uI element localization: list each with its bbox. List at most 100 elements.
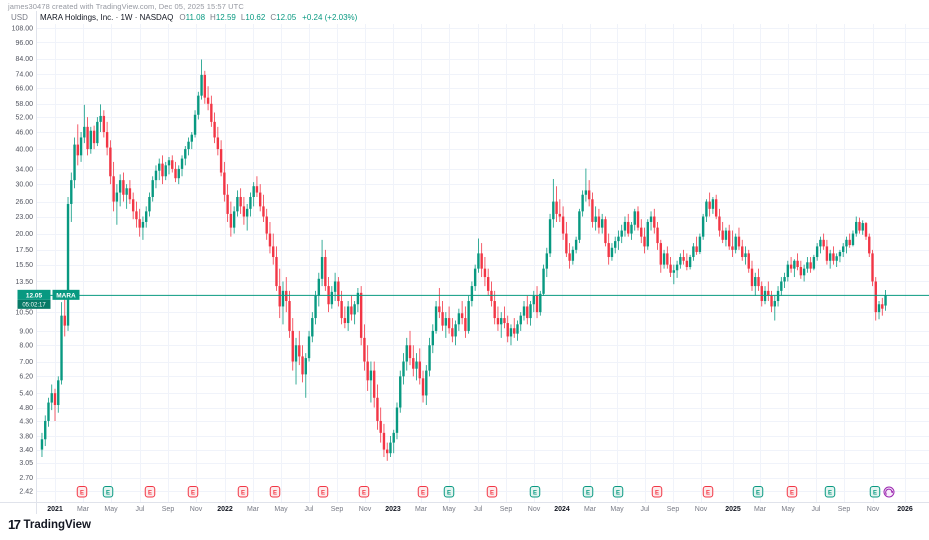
candle-body: [337, 281, 340, 302]
candle-body: [219, 149, 223, 173]
earnings-icon[interactable]: E: [824, 486, 836, 498]
earnings-icon[interactable]: E: [752, 486, 764, 498]
earnings-icon[interactable]: E: [317, 486, 329, 498]
upcoming-earnings-icon[interactable]: [883, 486, 895, 498]
candle-body: [216, 137, 220, 150]
candle-body: [467, 301, 470, 331]
candle: [464, 306, 467, 338]
candle-body: [405, 345, 408, 362]
earnings-icon[interactable]: E: [237, 486, 249, 498]
candle: [177, 165, 180, 185]
candle: [252, 182, 255, 207]
candle-body: [242, 206, 246, 217]
candle: [630, 221, 633, 240]
candle: [73, 137, 76, 189]
candle: [848, 233, 851, 248]
earnings-icon[interactable]: E: [358, 486, 370, 498]
earnings-icon[interactable]: E: [486, 486, 498, 498]
candle: [317, 272, 321, 307]
earnings-icon[interactable]: E: [187, 486, 199, 498]
candle-body: [92, 130, 96, 144]
candle: [617, 230, 620, 250]
candle-body: [669, 264, 672, 273]
candle: [47, 397, 50, 427]
earnings-icon[interactable]: E: [417, 486, 429, 498]
candle-body: [633, 211, 636, 225]
candle: [118, 174, 122, 207]
candle-body: [118, 180, 122, 193]
candle-body: [519, 315, 522, 325]
candle: [206, 86, 210, 111]
candle-body: [561, 216, 565, 234]
candle-body: [441, 312, 444, 326]
bar-countdown-bg: [17, 299, 51, 309]
earnings-icon[interactable]: E: [269, 486, 281, 498]
candle-body: [780, 281, 783, 291]
candle: [412, 345, 415, 377]
candle: [245, 203, 249, 231]
candle: [864, 221, 868, 240]
price-axis[interactable]: 108.00 96.00 84.00 74.00 66.00 58.00 52.00 46.0…: [12, 25, 34, 495]
price-tick-label: 10.50: [15, 310, 33, 317]
candle-body: [861, 223, 864, 231]
time-tick-label: Sep: [838, 506, 851, 513]
time-tick-label: May: [610, 506, 624, 513]
candle-body: [418, 361, 421, 379]
candle-body: [112, 176, 115, 202]
candle-body: [571, 249, 575, 261]
candle-body: [757, 277, 760, 287]
candle: [734, 233, 737, 254]
candle-body: [727, 230, 731, 247]
candle: [539, 290, 542, 316]
candle: [718, 208, 721, 237]
candle-body: [630, 224, 633, 234]
candle: [239, 188, 242, 214]
earnings-icon[interactable]: E: [702, 486, 714, 498]
earnings-icon[interactable]: E: [443, 486, 455, 498]
symbol-title[interactable]: MARA Holdings, Inc. · 1W · NASDAQ: [40, 13, 174, 22]
candle: [428, 337, 431, 377]
candle: [714, 194, 718, 220]
candle: [158, 158, 161, 181]
time-tick-label: 2025: [725, 506, 741, 513]
candle-body: [796, 260, 799, 268]
earnings-icon[interactable]: E: [102, 486, 114, 498]
earnings-icon[interactable]: E: [869, 486, 881, 498]
candle: [366, 345, 369, 391]
candle-body: [682, 257, 685, 261]
earnings-icon[interactable]: E: [529, 486, 541, 498]
earnings-icon[interactable]: E: [651, 486, 663, 498]
candle-body: [392, 432, 395, 443]
candle-body: [184, 149, 187, 159]
price-tick-label: 84.00: [15, 56, 33, 63]
tradingview-logo[interactable]: 17 TradingView: [8, 518, 91, 531]
candle-body: [698, 236, 702, 252]
candle-body: [744, 253, 747, 258]
currency-selector[interactable]: USD: [11, 13, 28, 22]
candle: [793, 259, 796, 278]
earnings-icon[interactable]: E: [76, 486, 88, 498]
candle: [636, 206, 640, 231]
upcoming-earnings-arrowhead: [890, 491, 894, 494]
price-tick-label: 46.00: [15, 129, 33, 136]
candle-body: [877, 304, 881, 313]
earnings-icon[interactable]: E: [144, 486, 156, 498]
candle-body: [578, 211, 581, 240]
candle-body: [434, 306, 438, 331]
high-value: 12.59: [215, 13, 236, 22]
candle-body: [278, 286, 281, 307]
time-axis[interactable]: 2021 Mar May Jul Sep Nov 2022 Mar May Jul Sep Nov 20…: [47, 506, 913, 513]
earnings-icon[interactable]: E: [612, 486, 624, 498]
earnings-icon[interactable]: E: [786, 486, 798, 498]
candle: [138, 208, 141, 237]
price-tick-label: 30.00: [15, 182, 33, 189]
candle-body: [102, 115, 106, 133]
candle: [750, 260, 754, 291]
candle: [649, 211, 653, 231]
candle-body: [40, 439, 44, 450]
earnings-icon[interactable]: E: [582, 486, 594, 498]
candle: [516, 320, 519, 341]
candle-body: [535, 295, 539, 313]
